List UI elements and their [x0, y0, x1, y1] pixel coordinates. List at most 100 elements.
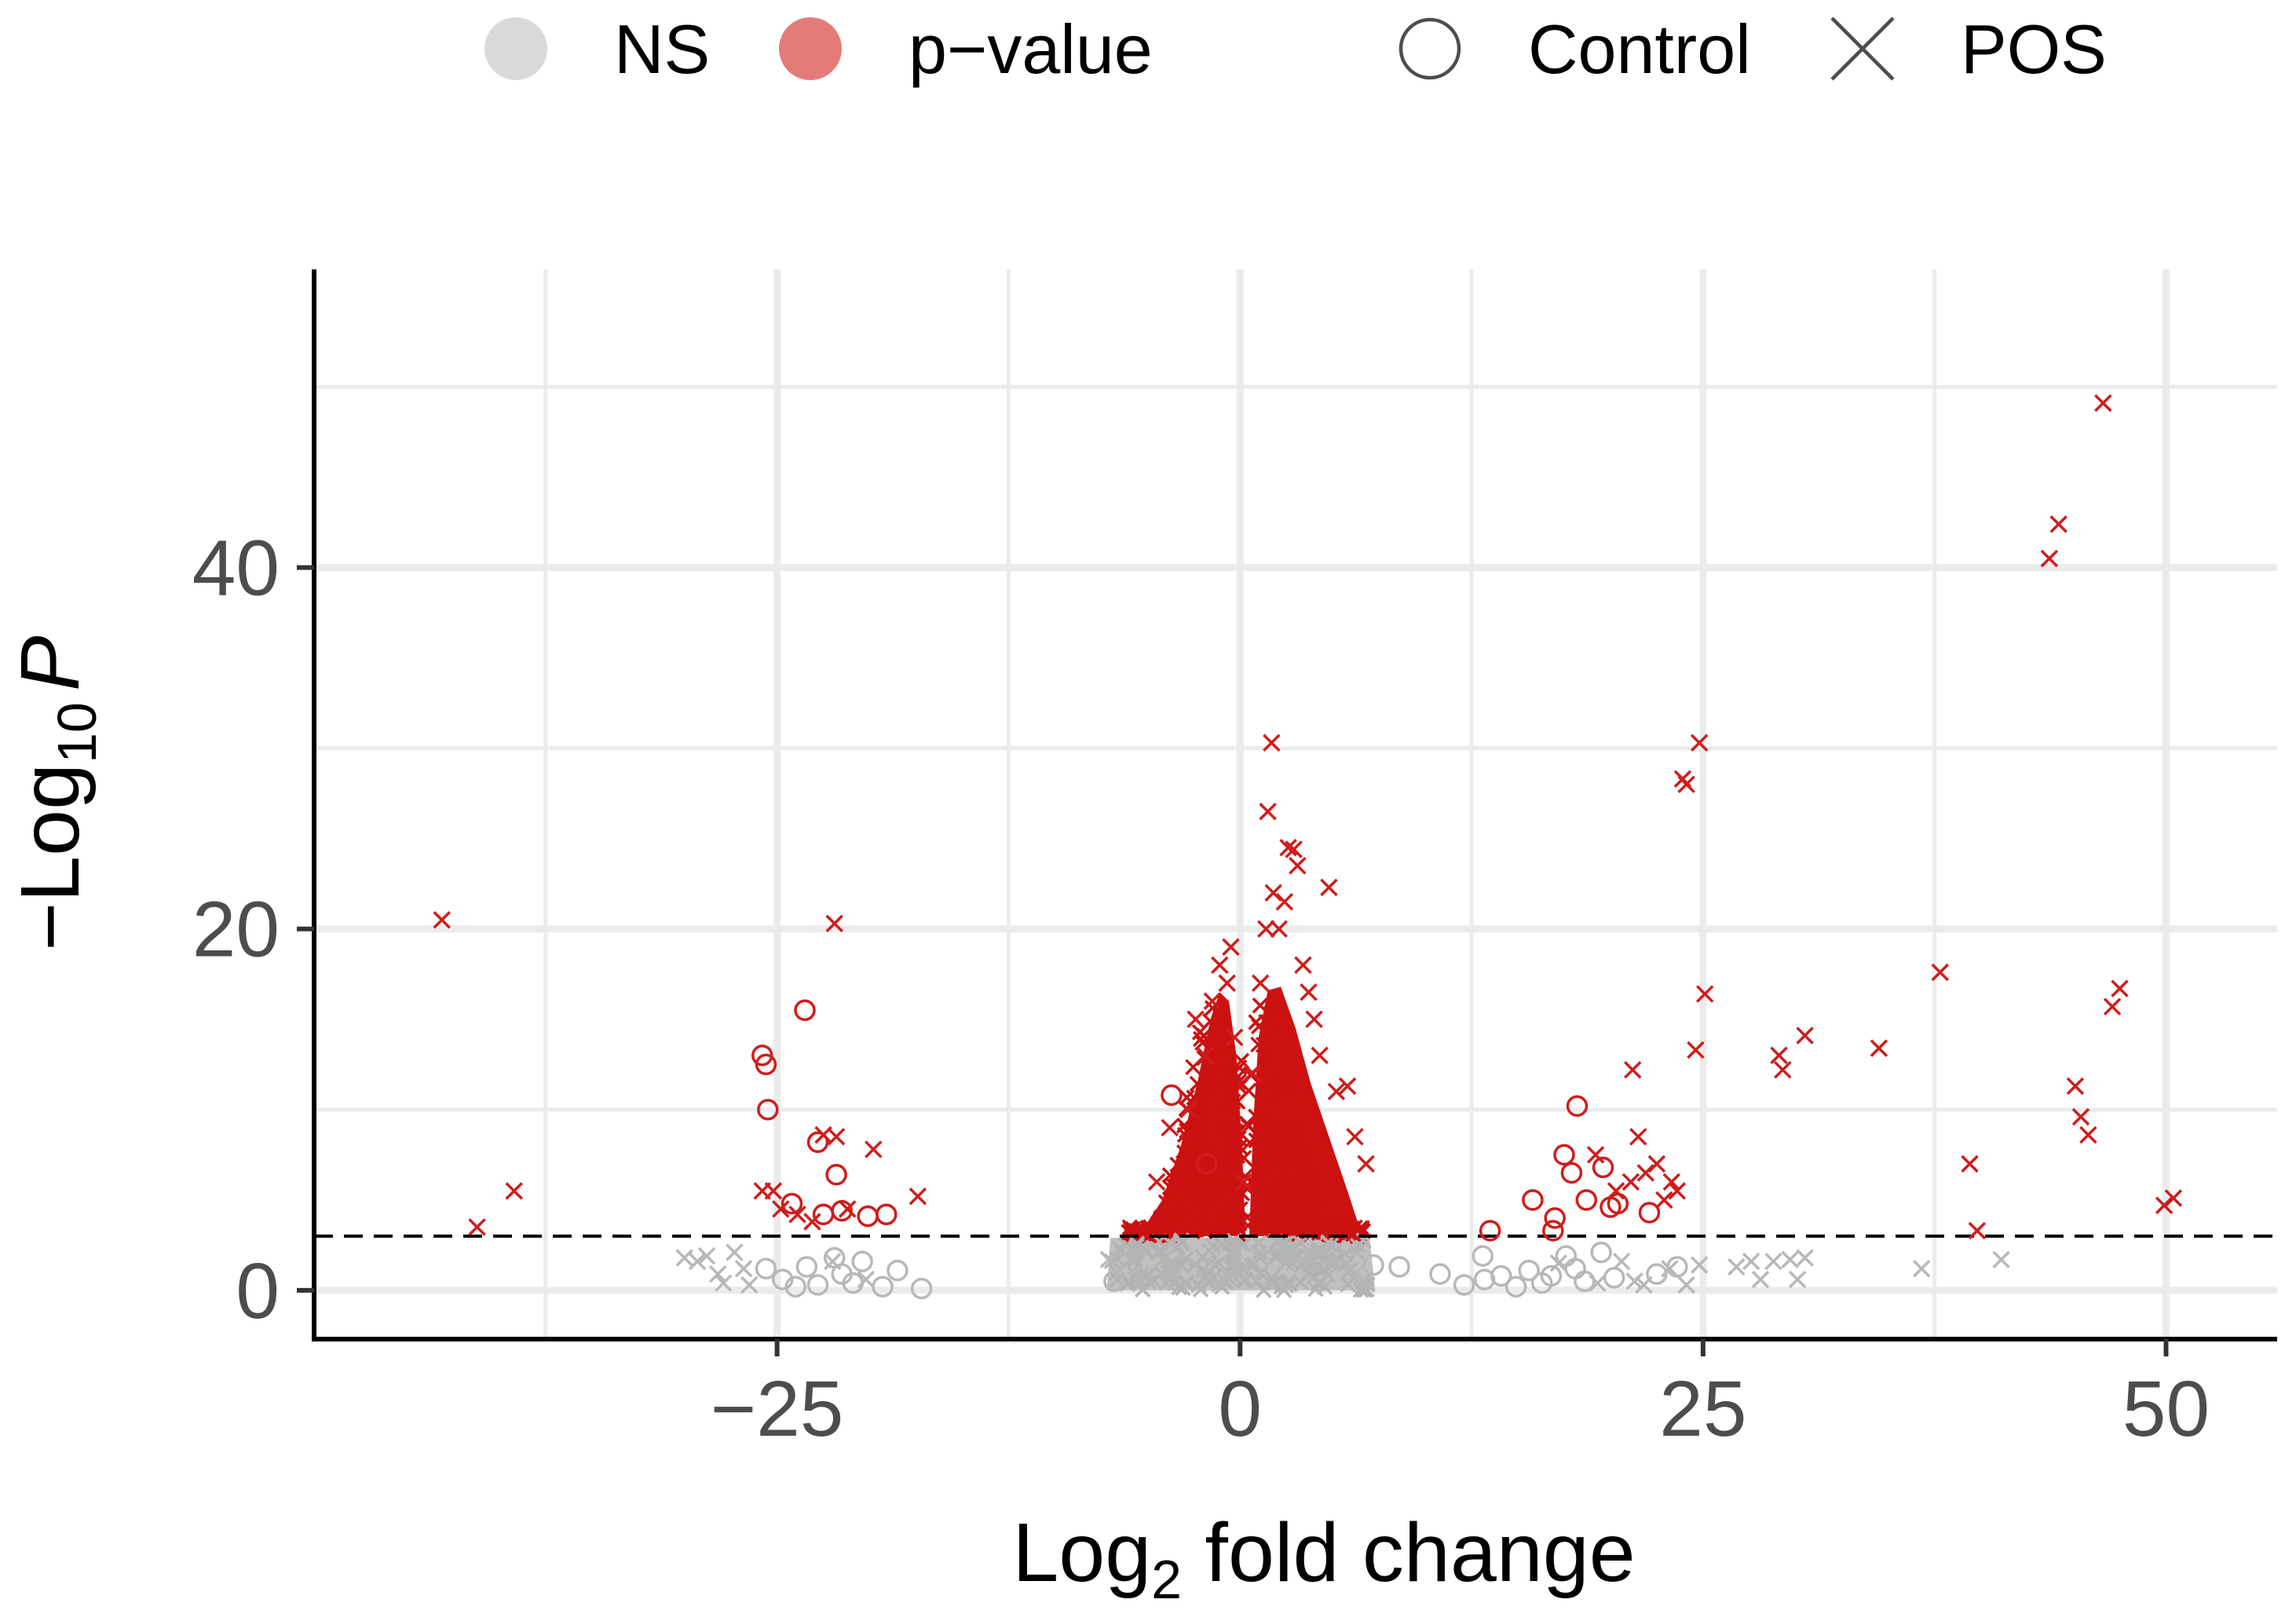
point-circle-marker [781, 1192, 803, 1215]
cloud-cross-marker [1272, 1153, 1289, 1169]
point-cross-marker [839, 1200, 857, 1218]
point-circle-marker [872, 1275, 894, 1298]
cloud-cross-marker [1222, 1180, 1238, 1197]
point-circle-marker [1566, 1095, 1589, 1117]
cloud-cross-marker [1161, 1179, 1179, 1195]
cloud-ns-marker [1128, 1238, 1145, 1254]
point-cross-marker [1668, 1182, 1687, 1200]
cloud-cross-marker [1284, 1202, 1300, 1219]
point-circle-marker [757, 1099, 779, 1121]
point-cross-marker [1687, 1041, 1705, 1060]
point-cross-marker [1218, 974, 1236, 993]
point-cross-marker [1796, 1027, 1814, 1045]
cloud-cross-marker [1233, 1184, 1249, 1201]
point-cross-marker [1690, 1256, 1709, 1274]
cloud-cross-marker [1315, 1221, 1333, 1238]
point-cross-marker [825, 914, 843, 933]
point-cross-marker [1796, 1249, 1814, 1267]
cloud-cross-marker [1290, 1146, 1307, 1163]
cloud-cross-marker [1270, 1176, 1287, 1193]
cloud-ns-marker [1330, 1251, 1347, 1268]
cloud-cross-marker [1204, 1063, 1220, 1081]
cloud-ns-marker [1352, 1282, 1369, 1298]
point-circle-marker [771, 1268, 794, 1290]
cloud-cross-marker [1214, 1170, 1230, 1188]
legend-item-pvalue: p−value [779, 10, 1153, 88]
cloud-ns-marker [1194, 1261, 1212, 1279]
y-tick-label: 40 [192, 525, 280, 613]
point-cross-marker [1992, 1250, 2010, 1269]
x-tick-label: 25 [1659, 1365, 1746, 1453]
cloud-ns-marker [1161, 1261, 1178, 1277]
cloud-cross-marker [1180, 1190, 1197, 1206]
point-circle-marker [1540, 1264, 1563, 1287]
cloud-ns-marker [1243, 1257, 1260, 1274]
point-circle-marker [1490, 1264, 1512, 1287]
point-cross-marker [772, 1200, 790, 1218]
y-axis-title-subscript: 10 [46, 702, 108, 763]
cloud-cross-marker [1204, 1081, 1220, 1098]
point-circle-marker [1646, 1263, 1668, 1285]
point-cross-marker [1655, 1191, 1673, 1210]
point-cross-marker [1662, 1173, 1681, 1191]
cloud-cross-marker [1223, 1085, 1241, 1102]
cloud-cross-marker [1303, 1217, 1321, 1233]
cloud-ns-marker [1292, 1235, 1309, 1252]
point-cross-marker [1179, 1100, 1197, 1119]
cloud-cross-marker [1240, 1118, 1257, 1135]
point-circle-marker [755, 1257, 777, 1280]
point-circle-marker [825, 1163, 847, 1186]
legend-pvalue-label: p−value [909, 10, 1153, 88]
point-circle-marker [1542, 1220, 1564, 1242]
cloud-cross-marker [1269, 1135, 1285, 1152]
point-circle-marker [1574, 1270, 1596, 1293]
legend-pos-cross-icon [1830, 16, 1895, 81]
point-cross-marker [1285, 840, 1303, 858]
cloud-cross-marker [1241, 1134, 1258, 1151]
point-cross-marker [1186, 1010, 1205, 1029]
point-cross-marker [1320, 878, 1338, 897]
cloud-ns-marker [1167, 1275, 1183, 1291]
point-circle-marker [851, 1250, 873, 1272]
point-cross-marker [1279, 838, 1297, 857]
point-cross-marker [1347, 1263, 1366, 1282]
cloud-ns-marker [1125, 1250, 1142, 1267]
point-cross-marker [865, 1140, 883, 1158]
point-circle-marker [910, 1277, 933, 1300]
point-cross-marker [1612, 1252, 1631, 1271]
point-cross-marker [1305, 1010, 1323, 1029]
point-cross-marker [2049, 515, 2067, 533]
point-cross-marker [1647, 1155, 1666, 1173]
cloud-ns-marker [1349, 1238, 1366, 1254]
point-cross-marker [1234, 1173, 1253, 1191]
cloud-cross-marker [1212, 1206, 1229, 1224]
cloud-cross-marker [1161, 1167, 1179, 1184]
cloud-cross-marker [1204, 1000, 1221, 1016]
point-circle-marker [1161, 1084, 1183, 1107]
cloud-cross-marker [1320, 1219, 1337, 1235]
point-circle-marker [812, 1203, 835, 1226]
y-tick-label: 0 [236, 1247, 280, 1335]
point-cross-marker [1788, 1270, 1807, 1289]
point-cross-marker [1294, 956, 1312, 974]
cloud-ns-marker [1307, 1281, 1324, 1297]
cloud-ns-marker [1221, 1235, 1238, 1252]
point-circle-marker [887, 1259, 909, 1282]
cloud-ns-marker [1138, 1269, 1154, 1286]
cloud-ns-marker [1269, 1235, 1285, 1251]
point-cross-marker [1300, 983, 1318, 1001]
x-tick-label: −25 [711, 1365, 844, 1453]
point-cross-marker [468, 1218, 486, 1236]
point-cross-marker [1147, 1173, 1166, 1191]
cloud-ns-marker [1205, 1268, 1222, 1285]
cloud-cross-marker [1152, 1221, 1168, 1238]
point-cross-marker [2066, 1077, 2085, 1096]
point-circle-marker [806, 1131, 829, 1153]
cloud-cross-marker [1231, 1139, 1249, 1155]
point-cross-marker [1624, 1060, 1642, 1079]
cloud-cross-marker [1273, 1148, 1290, 1166]
cloud-cross-marker [1189, 1075, 1206, 1092]
cloud-cross-marker [1182, 1151, 1198, 1168]
point-cross-marker [764, 1182, 783, 1200]
point-circle-marker [1429, 1263, 1451, 1285]
